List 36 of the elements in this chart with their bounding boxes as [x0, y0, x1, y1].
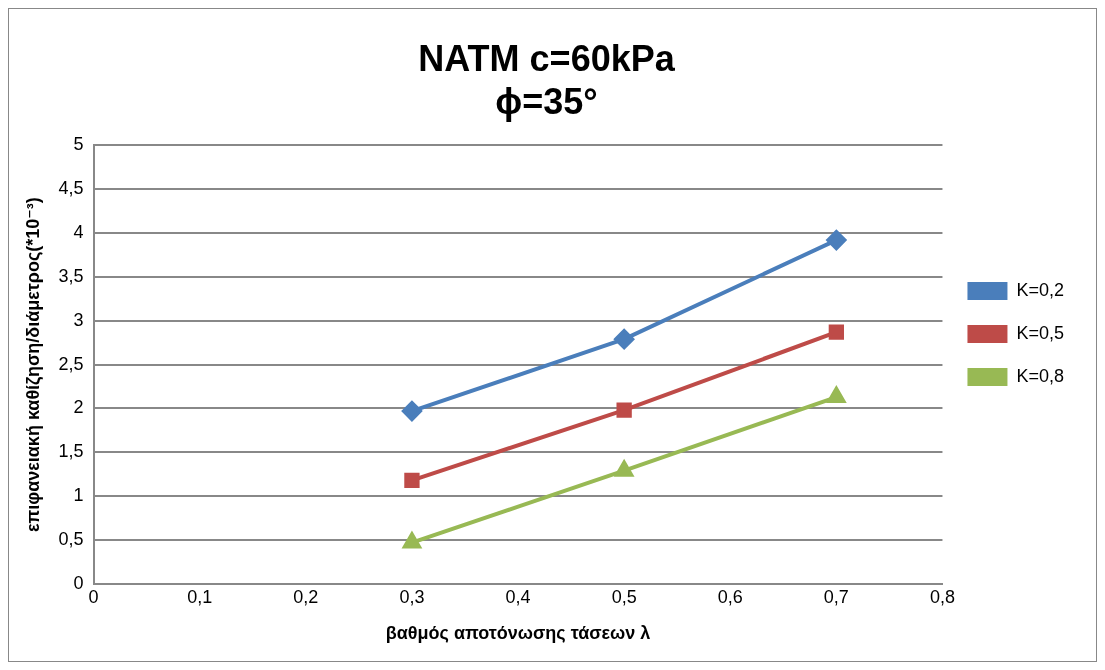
x-tick-label: 0,5 [611, 586, 637, 607]
point [404, 472, 420, 488]
x-tick-label: 0,7 [823, 586, 849, 607]
legend-label: K=0,8 [1016, 365, 1065, 386]
point [401, 530, 423, 549]
x-tick-label: 0,1 [187, 586, 213, 607]
y-tick-label: 0,5 [58, 528, 84, 549]
legend-label: K=0,5 [1016, 322, 1065, 343]
y-axis-title: επιφανειακή καθίζηση/διάμετρος(*10⁻³) [22, 197, 44, 533]
y-tick-label: 5 [73, 134, 84, 155]
text: ϕ=35° [495, 80, 598, 122]
x-axis-title: βαθμός αποτόνωσης τάσεων λ [385, 623, 651, 644]
y-tick-label: 2 [73, 397, 84, 418]
x-tick-label: 0,6 [717, 586, 743, 607]
legend-label: K=0,2 [1016, 279, 1065, 300]
y-tick-label: 1 [73, 485, 84, 506]
y-tick-label: 3 [73, 309, 84, 330]
x-tick-label: 0,2 [293, 586, 319, 607]
point [826, 230, 847, 251]
x-tick-label: 0,8 [929, 586, 955, 607]
point [828, 324, 845, 340]
y-tick-label: 1,5 [58, 441, 84, 462]
x-tick-label: 0,3 [399, 586, 425, 607]
text: NATM c=60kPa [418, 37, 675, 79]
point [827, 387, 846, 404]
x-tick-label: 0,4 [505, 586, 531, 607]
y-tick-label: 4 [73, 222, 84, 243]
point [401, 401, 422, 422]
y-tick-label: 3,5 [58, 265, 84, 286]
point [616, 402, 632, 418]
y-tick-label: 0 [73, 572, 84, 593]
point [614, 329, 635, 350]
y-tick-label: 4,5 [58, 178, 84, 199]
x-tick-label: 0 [88, 586, 99, 607]
y-tick-label: 2,5 [58, 353, 84, 374]
point [614, 458, 635, 477]
